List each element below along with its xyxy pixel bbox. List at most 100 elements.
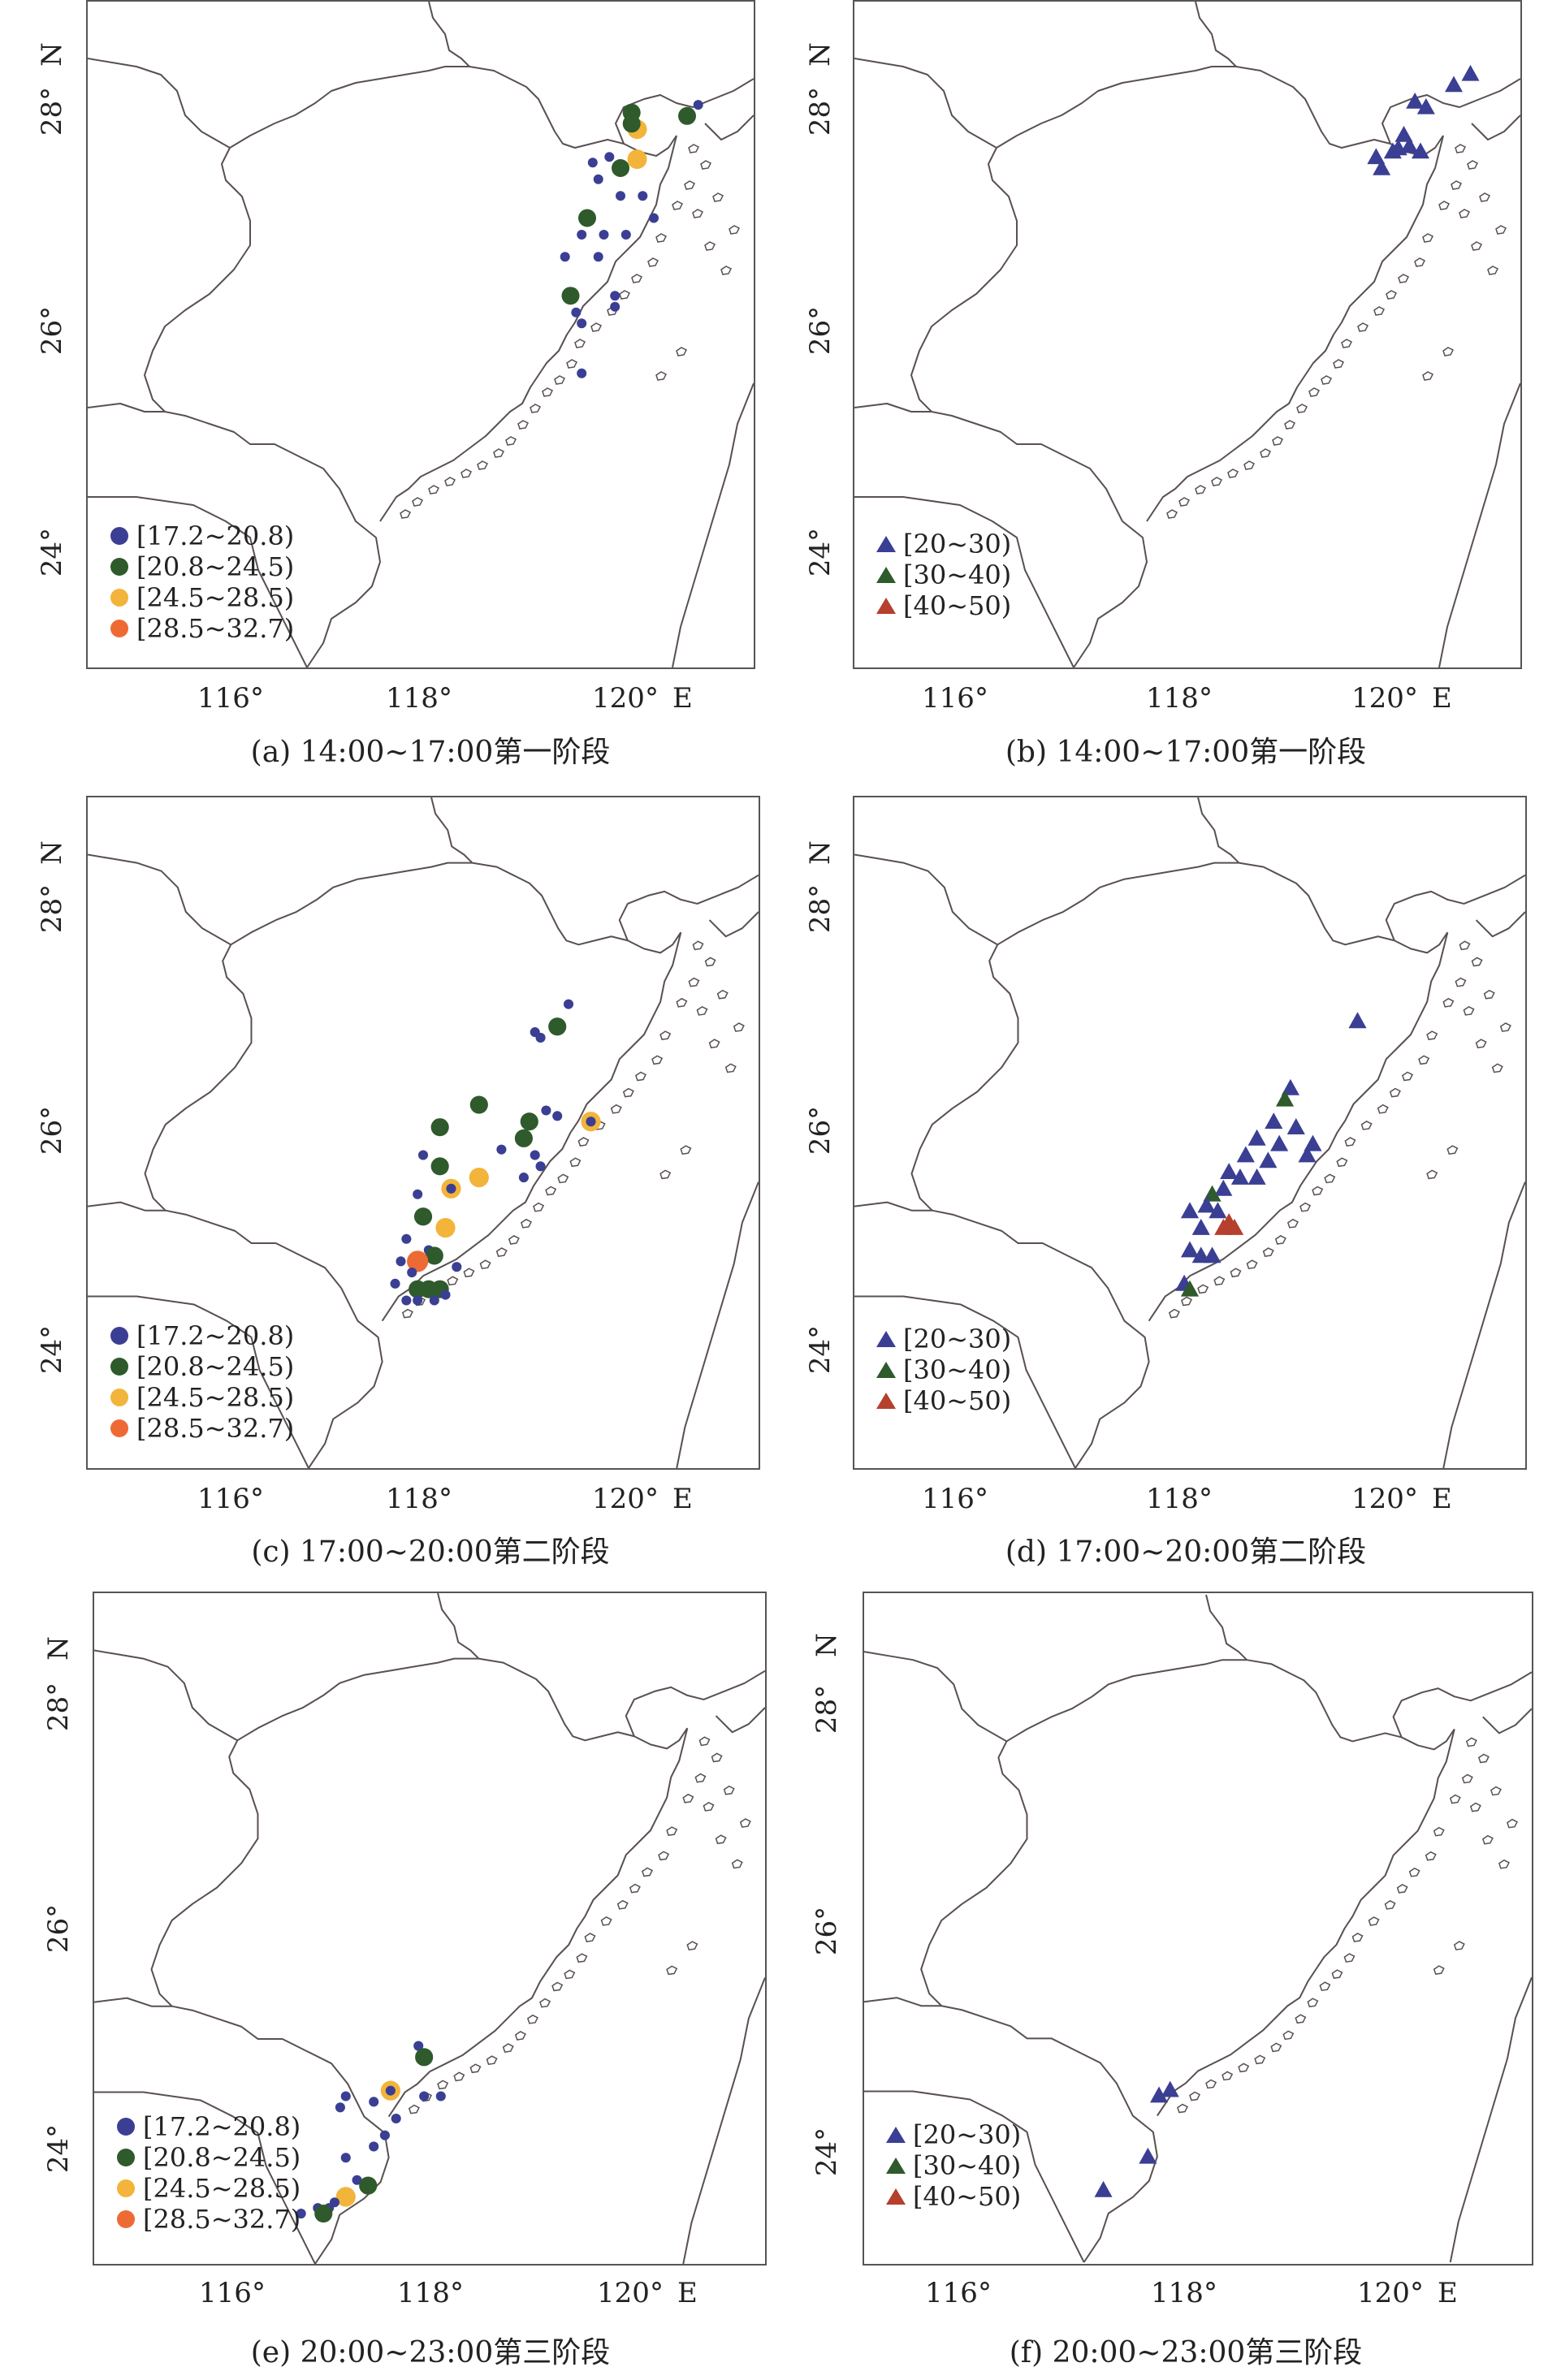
boundary-path — [88, 1201, 166, 1212]
wind-station-marker — [604, 152, 615, 162]
island-outline — [1433, 1826, 1445, 1837]
boundary-path — [910, 862, 1449, 1468]
y-axis-unit: N — [36, 42, 68, 67]
island-outline — [1197, 1284, 1209, 1294]
wind-station-marker — [586, 1117, 596, 1127]
island-outline — [1471, 241, 1483, 251]
island-outline — [1426, 1030, 1438, 1041]
island-outline — [1312, 1186, 1324, 1196]
triangle-marker-icon — [872, 1393, 900, 1409]
x-tick-118: 118° — [397, 2277, 464, 2309]
island-outline — [659, 1030, 672, 1041]
legend-item: [24.5~28.5) — [112, 2173, 301, 2204]
boundary-path — [1157, 1729, 1455, 2117]
island-outline — [514, 2031, 526, 2041]
island-outline — [688, 977, 700, 987]
island-outline — [1442, 997, 1455, 1008]
island-outline — [554, 375, 566, 385]
island-outline — [1307, 1998, 1319, 2008]
island-outline — [1227, 469, 1239, 478]
boundary-path — [1195, 2, 1237, 67]
wind-station-marker — [396, 1256, 406, 1267]
legend-item: [24.5~28.5) — [106, 1382, 294, 1413]
x-tick-120: 120° — [1351, 1483, 1418, 1515]
island-outline — [502, 2043, 514, 2053]
island-outline — [1238, 2063, 1250, 2073]
island-outline — [715, 1834, 727, 1845]
island-outline — [1487, 266, 1499, 275]
wind-station-marker — [514, 1129, 533, 1147]
island-outline — [1451, 180, 1463, 190]
caption-a: (a) 14:00~17:00第一阶段 — [250, 736, 611, 769]
wind-station-marker — [561, 287, 580, 305]
boundary-lines — [864, 1594, 1532, 2263]
boundary-lines — [854, 2, 1520, 667]
wind-station-marker — [413, 1295, 423, 1306]
caption-b: (b) 14:00~17:00第一阶段 — [1005, 736, 1367, 769]
map-frame-d — [853, 796, 1527, 1470]
island-outline — [1341, 339, 1353, 348]
boundary-path — [854, 58, 997, 149]
rain-station-marker — [1406, 93, 1425, 109]
island-outline — [1360, 1121, 1373, 1130]
rain-station-marker — [1139, 2147, 1157, 2164]
map-e — [94, 1593, 765, 2264]
island-outline — [680, 1145, 692, 1155]
island-outline — [477, 460, 489, 470]
boundary-path — [682, 1977, 765, 2264]
x-tick-120: 120° — [592, 1483, 659, 1515]
wind-station-marker — [435, 2091, 446, 2101]
y-axis-unit: N — [36, 840, 68, 865]
island-outline — [1507, 1818, 1518, 1829]
island-outline — [1331, 1969, 1343, 1979]
rain-station-marker — [1286, 1118, 1305, 1134]
island-outline — [1377, 1104, 1389, 1114]
island-outline — [682, 1793, 694, 1803]
y-tick-28: 28° — [804, 86, 837, 136]
island-outline — [739, 1818, 751, 1828]
island-outline — [1459, 940, 1471, 951]
legend-label: [24.5~28.5) — [136, 582, 295, 613]
boundary-path — [615, 78, 754, 145]
wind-station-marker — [352, 2175, 362, 2185]
island-outline — [453, 2071, 465, 2082]
island-outline — [412, 497, 424, 507]
boundary-path — [1382, 78, 1520, 145]
island-outline — [574, 339, 586, 348]
island-outline — [1449, 1794, 1461, 1804]
boundary-path — [618, 874, 759, 941]
wind-station-marker — [587, 158, 598, 168]
x-axis-unit: E — [677, 2277, 698, 2309]
island-outline — [1433, 1965, 1445, 1975]
rain-station-marker — [1214, 1179, 1233, 1196]
island-outline — [686, 1941, 698, 1951]
boundary-path — [708, 911, 759, 938]
island-outline — [622, 1087, 634, 1098]
legend-label: [40~50) — [903, 1385, 1012, 1416]
island-outline — [400, 509, 412, 519]
island-outline — [437, 2080, 449, 2090]
y-tick-24: 24° — [42, 2123, 75, 2174]
legend-c: [17.2~20.8) [20.8~24.5) [24.5~28.5) [28.5~3… — [106, 1320, 294, 1444]
circle-marker-icon — [112, 2210, 140, 2228]
island-outline — [533, 1202, 545, 1212]
circle-marker-icon — [106, 1419, 133, 1437]
station-markers — [390, 999, 601, 1306]
wind-station-marker — [577, 318, 587, 329]
island-outline — [1178, 497, 1191, 507]
boundary-path — [1438, 382, 1520, 667]
island-outline — [542, 387, 554, 397]
island-outline — [1414, 257, 1426, 267]
legend-item: [20.8~24.5) — [106, 551, 294, 582]
boundary-path — [1442, 1181, 1525, 1468]
x-tick-116: 116° — [197, 1483, 264, 1515]
boundary-path — [94, 1649, 238, 1742]
boundary-path — [430, 797, 473, 864]
legend-label: [40~50) — [913, 2181, 1022, 2212]
rain-station-marker — [1225, 1218, 1244, 1235]
island-outline — [1384, 1900, 1396, 1910]
boundary-path — [88, 853, 231, 946]
legend-item: [17.2~20.8) — [106, 1320, 294, 1351]
legend-label: [30~40) — [903, 1354, 1012, 1385]
island-outline — [1418, 1055, 1430, 1065]
